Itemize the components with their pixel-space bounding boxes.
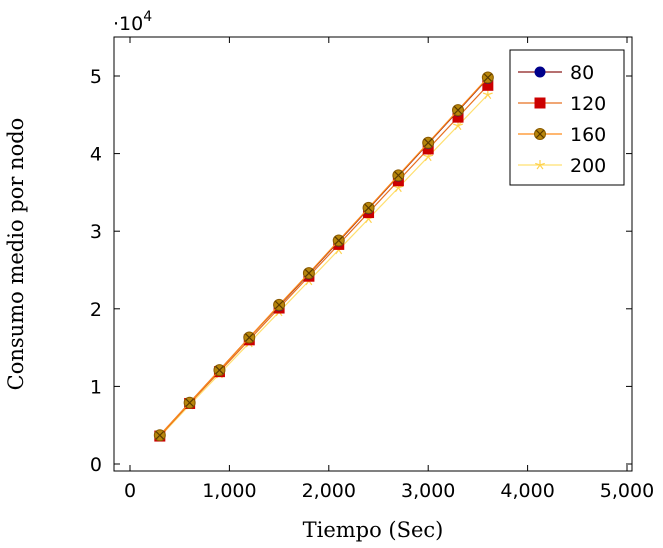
series-point bbox=[153, 429, 166, 442]
point-ray bbox=[454, 125, 459, 131]
legend-label: 200 bbox=[570, 155, 606, 177]
y-scale-multiplier: ·104 bbox=[113, 9, 152, 35]
point-cross bbox=[304, 268, 314, 278]
series-layer bbox=[153, 71, 494, 442]
series-line bbox=[159, 77, 489, 436]
point-ray bbox=[535, 162, 541, 166]
legend-item-120: 120 bbox=[518, 93, 606, 115]
point-ray bbox=[397, 187, 402, 193]
series-point bbox=[213, 364, 226, 377]
series-point bbox=[534, 128, 546, 140]
x-tick-label: 3,000 bbox=[401, 480, 455, 502]
series-point bbox=[534, 66, 546, 78]
point-cross bbox=[364, 203, 373, 213]
point-ray bbox=[338, 249, 343, 255]
point-ray bbox=[487, 92, 493, 96]
point-ray bbox=[365, 218, 370, 224]
x-tick-label: 1,000 bbox=[202, 480, 256, 502]
legend: 80 120 160 200 bbox=[509, 49, 625, 186]
point-cross bbox=[423, 138, 433, 147]
series-point bbox=[243, 331, 256, 344]
point-cross bbox=[453, 105, 463, 115]
x-axis-title: Tiempo (Sec) bbox=[303, 518, 444, 542]
series-point bbox=[392, 169, 405, 182]
y-tick-label: 1 bbox=[90, 376, 102, 398]
series-point bbox=[302, 267, 315, 280]
legend-item-200: 200 bbox=[518, 155, 606, 177]
y-scale-base: ·10 bbox=[113, 13, 143, 35]
point-cross bbox=[215, 365, 224, 375]
series-point bbox=[481, 71, 494, 84]
point-ray bbox=[482, 92, 489, 96]
point-cross bbox=[245, 333, 254, 342]
point-cross bbox=[155, 431, 165, 440]
series-point bbox=[482, 89, 493, 100]
point-ray bbox=[484, 94, 489, 100]
x-tick-label: 0 bbox=[124, 480, 136, 502]
series-point bbox=[332, 234, 345, 247]
point-cross bbox=[334, 236, 343, 245]
series-point bbox=[534, 97, 546, 109]
x-tick-label: 5,000 bbox=[600, 480, 654, 502]
series-point bbox=[273, 298, 286, 311]
point-cross bbox=[394, 171, 403, 180]
point-ray bbox=[424, 156, 429, 162]
y-axis: 0 1 2 3 4 5 bbox=[90, 66, 632, 476]
series-point bbox=[362, 201, 375, 214]
point-ray bbox=[423, 154, 429, 158]
y-tick-label: 0 bbox=[90, 454, 102, 476]
series-point bbox=[183, 396, 196, 409]
point-ray bbox=[427, 156, 432, 162]
point-ray bbox=[453, 123, 459, 127]
point-cross bbox=[535, 129, 545, 139]
point-ray bbox=[536, 164, 541, 170]
legend-label: 120 bbox=[570, 93, 606, 115]
y-axis-title: Consumo medio por nodo bbox=[4, 118, 28, 391]
point-ray bbox=[428, 154, 434, 158]
point-ray bbox=[398, 185, 404, 189]
point-ray bbox=[368, 218, 372, 224]
point-ray bbox=[539, 164, 544, 170]
y-tick-label: 2 bbox=[90, 299, 102, 321]
point-cross bbox=[483, 73, 493, 82]
y-tick-label: 3 bbox=[90, 221, 102, 243]
point-ray bbox=[393, 185, 399, 189]
y-tick-label: 4 bbox=[90, 144, 102, 166]
x-tick-label: 4,000 bbox=[500, 480, 554, 502]
point-ray bbox=[539, 162, 545, 166]
legend-label: 160 bbox=[570, 124, 606, 146]
series-point bbox=[535, 160, 545, 170]
point-ray bbox=[457, 123, 463, 127]
series-point bbox=[452, 104, 465, 117]
x-tick-label: 2,000 bbox=[302, 480, 356, 502]
x-axis: 0 1,000 2,000 3,000 4,000 5,000 bbox=[124, 37, 654, 502]
legend-item-160: 160 bbox=[518, 124, 606, 146]
series-160 bbox=[153, 71, 494, 442]
legend-label: 80 bbox=[570, 62, 594, 84]
point-ray bbox=[457, 125, 462, 131]
y-tick-label: 5 bbox=[90, 66, 102, 88]
series-point bbox=[422, 136, 435, 149]
y-scale-exponent: 4 bbox=[143, 9, 152, 25]
point-ray bbox=[335, 249, 340, 255]
point-cross bbox=[185, 398, 194, 407]
point-cross bbox=[274, 300, 284, 310]
point-ray bbox=[487, 94, 492, 100]
legend-item-80: 80 bbox=[518, 62, 594, 84]
point-ray bbox=[394, 187, 399, 193]
